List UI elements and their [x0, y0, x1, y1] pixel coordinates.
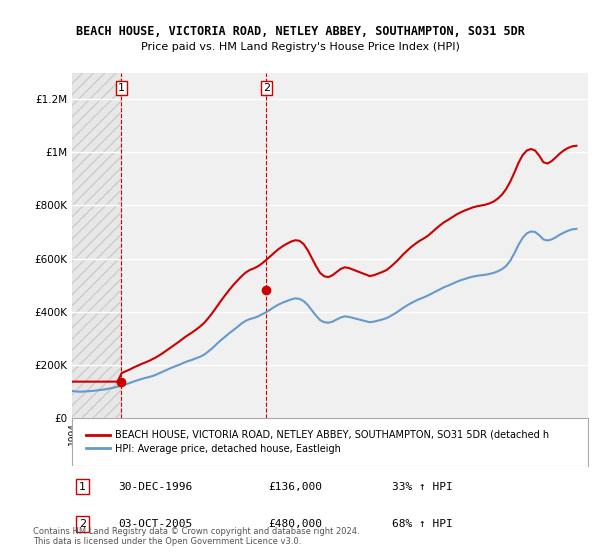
Text: 1: 1 — [118, 83, 125, 93]
Text: 03-OCT-2005: 03-OCT-2005 — [118, 519, 193, 529]
Legend: BEACH HOUSE, VICTORIA ROAD, NETLEY ABBEY, SOUTHAMPTON, SO31 5DR (detached h, HPI: BEACH HOUSE, VICTORIA ROAD, NETLEY ABBEY… — [82, 426, 553, 458]
Text: £480,000: £480,000 — [268, 519, 322, 529]
Text: 1: 1 — [79, 482, 86, 492]
Bar — [72, 73, 121, 418]
Text: Price paid vs. HM Land Registry's House Price Index (HPI): Price paid vs. HM Land Registry's House … — [140, 42, 460, 52]
Text: £136,000: £136,000 — [268, 482, 322, 492]
Bar — [72, 73, 121, 418]
Text: 2: 2 — [79, 519, 86, 529]
Text: 68% ↑ HPI: 68% ↑ HPI — [392, 519, 452, 529]
Text: 2: 2 — [263, 83, 270, 93]
Text: 30-DEC-1996: 30-DEC-1996 — [118, 482, 193, 492]
Text: Contains HM Land Registry data © Crown copyright and database right 2024.
This d: Contains HM Land Registry data © Crown c… — [33, 526, 359, 546]
Text: 33% ↑ HPI: 33% ↑ HPI — [392, 482, 452, 492]
Text: BEACH HOUSE, VICTORIA ROAD, NETLEY ABBEY, SOUTHAMPTON, SO31 5DR: BEACH HOUSE, VICTORIA ROAD, NETLEY ABBEY… — [76, 25, 524, 38]
